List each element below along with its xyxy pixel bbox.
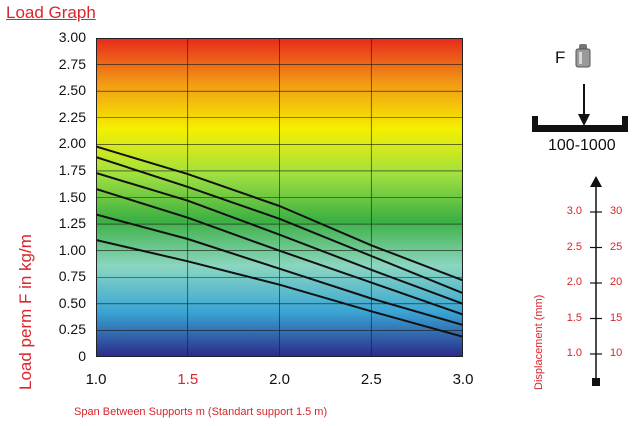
series-line-1 [96, 145, 463, 282]
displacement-arrow-head [590, 176, 602, 187]
force-arrow-head [578, 114, 590, 126]
y-axis-label: Load perm F in kg/m [16, 234, 35, 390]
displacement-tick-left: 1.5 [566, 311, 582, 324]
y-tick-label: 0 [78, 348, 86, 364]
chart-series [96, 145, 463, 338]
x-tick-label: 1.5 [177, 371, 199, 388]
chart-title: Load Graph [6, 3, 96, 22]
series-line-6 [96, 239, 463, 338]
y-tick-label: 1.75 [58, 161, 86, 178]
y-tick-label: 1.50 [58, 188, 86, 205]
y-tick-label: 0.50 [58, 294, 86, 311]
y-tick-label: 2.75 [58, 55, 86, 72]
x-axis-label: Span Between Supports m (Standart suppor… [74, 406, 328, 418]
y-tick-label: 2.00 [58, 135, 86, 152]
y-tick-label: 0.25 [58, 321, 86, 338]
series-line-3 [96, 172, 463, 305]
displacement-tick-right: 25 [610, 240, 623, 253]
series-line-2 [96, 156, 463, 295]
displacement-tick-right: 15 [610, 311, 623, 324]
y-tick-label: 2.50 [58, 82, 86, 99]
displacement-tick-right: 30 [610, 205, 623, 217]
displacement-tick-left: 2.5 [566, 240, 582, 253]
displacement-tick-right: 20 [610, 276, 623, 288]
y-tick-label: 2.25 [58, 108, 86, 125]
force-label: F [555, 48, 566, 67]
x-tick-label: 2.5 [360, 371, 382, 388]
support-channel [532, 116, 628, 132]
y-tick-label: 3.00 [58, 29, 86, 45]
y-tick-label: 0.75 [58, 268, 86, 285]
load-chart [96, 38, 463, 357]
chart-grid [96, 38, 463, 357]
weight-icon [575, 44, 591, 68]
displacement-tick-left: 2.0 [566, 276, 582, 288]
x-tick-label: 1.0 [85, 371, 107, 388]
displacement-axis-end [592, 378, 600, 386]
x-tick-label: 3.0 [452, 371, 474, 388]
series-line-5 [96, 213, 463, 327]
displacement-tick-left: 1.0 [566, 347, 582, 359]
displacement-tick-right: 10 [610, 347, 623, 359]
displacement-scale [590, 176, 602, 386]
y-tick-label: 1.00 [58, 241, 86, 258]
x-tick-label: 2.0 [269, 371, 290, 388]
support-range-label: 100-1000 [548, 137, 616, 154]
y-tick-label: 1.25 [58, 215, 86, 232]
displacement-label: Displacement (mm) [533, 294, 545, 390]
displacement-tick-left: 3.0 [566, 205, 582, 217]
chart-frame [96, 38, 463, 357]
load-diagram [532, 44, 628, 132]
series-line-4 [96, 188, 463, 316]
